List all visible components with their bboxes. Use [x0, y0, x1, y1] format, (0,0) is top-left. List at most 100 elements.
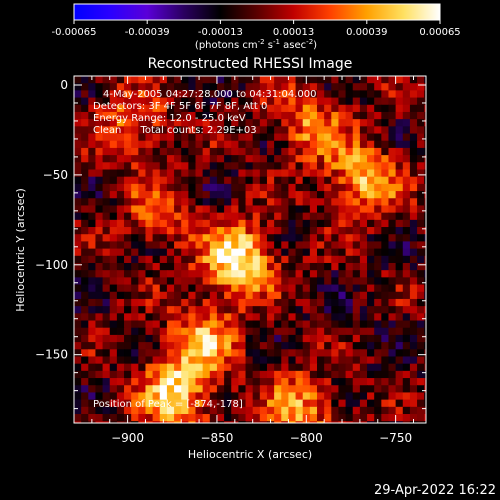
heatmap-cell	[317, 126, 325, 135]
heatmap-cell	[338, 428, 346, 436]
heatmap-cell	[209, 248, 218, 257]
heatmap-cell	[145, 277, 154, 286]
heatmap-cell	[259, 320, 268, 329]
heatmap-cell	[324, 205, 332, 214]
heatmap-cell	[188, 399, 197, 408]
heatmap-cell	[381, 385, 389, 393]
heatmap-cell	[124, 277, 132, 286]
heatmap-cell	[281, 428, 289, 436]
heatmap-cell	[288, 414, 297, 422]
heatmap-cell	[245, 270, 254, 278]
heatmap-cell	[266, 320, 275, 329]
heatmap-cell	[345, 284, 354, 293]
heatmap-cell	[245, 356, 254, 365]
heatmap-cell	[138, 421, 146, 423]
heatmap-cell	[281, 270, 289, 278]
heatmap-cell	[424, 76, 426, 84]
heatmap-cell	[81, 227, 89, 235]
heatmap-cell	[259, 133, 268, 142]
x-tick-label: −800	[290, 431, 323, 445]
heatmap-cell	[424, 370, 426, 379]
heatmap-cell	[302, 212, 311, 221]
heatmap-cell	[188, 320, 197, 329]
heatmap-cell	[324, 104, 332, 113]
heatmap-cell	[259, 378, 268, 386]
heatmap-cell	[145, 421, 154, 423]
heatmap-cell	[188, 363, 197, 372]
heatmap-cell	[102, 313, 111, 322]
heatmap-cell	[367, 320, 375, 329]
heatmap-cell	[166, 234, 175, 242]
heatmap-cell	[338, 155, 347, 163]
heatmap-cell	[202, 140, 211, 149]
heatmap-cell	[216, 227, 225, 235]
heatmap-cell	[88, 140, 96, 149]
heatmap-cell	[145, 399, 154, 408]
heatmap-cell	[145, 126, 154, 135]
heatmap-cell	[81, 219, 89, 228]
heatmap-cell	[309, 219, 318, 228]
heatmap-cell	[116, 291, 125, 300]
heatmap-cell	[409, 248, 418, 257]
heatmap-cell	[381, 291, 389, 300]
heatmap-cell	[317, 421, 325, 423]
heatmap-cell	[138, 191, 146, 199]
heatmap-cell	[195, 97, 204, 106]
heatmap-cell	[388, 198, 397, 206]
heatmap-cell	[388, 270, 397, 278]
heatmap-cell	[238, 205, 247, 214]
heatmap-cell	[352, 176, 361, 185]
heatmap-cell	[224, 284, 232, 293]
heatmap-cell	[109, 83, 118, 91]
heatmap-cell	[324, 428, 332, 436]
heatmap-cell	[95, 313, 104, 322]
heatmap-cell	[374, 183, 382, 192]
heatmap-cell	[431, 213, 439, 221]
heatmap-cell	[202, 227, 211, 235]
heatmap-cell	[131, 255, 139, 264]
heatmap-cell	[238, 147, 247, 156]
heatmap-cell	[159, 140, 168, 149]
heatmap-cell	[402, 270, 411, 278]
heatmap-cell	[281, 212, 289, 221]
heatmap-cell	[209, 313, 218, 322]
heatmap-cell	[266, 169, 275, 178]
heatmap-cell	[109, 406, 118, 415]
heatmap-cell	[159, 284, 168, 293]
heatmap-cell	[338, 327, 347, 336]
heatmap-cell	[216, 356, 225, 365]
heatmap-cell	[367, 334, 375, 343]
heatmap-cell	[409, 126, 418, 135]
heatmap-cell	[431, 385, 439, 393]
heatmap-cell	[252, 313, 261, 322]
heatmap-cell	[109, 155, 118, 163]
heatmap-cell	[174, 205, 182, 214]
heatmap-cell	[317, 277, 325, 286]
heatmap-cell	[88, 205, 96, 214]
heatmap-cell	[259, 306, 268, 314]
heatmap-cell	[388, 378, 397, 386]
heatmap-cell	[274, 262, 282, 271]
heatmap-cell	[231, 284, 239, 293]
heatmap-cell	[74, 248, 82, 257]
heatmap-cell	[395, 306, 404, 314]
heatmap-cell	[288, 219, 297, 228]
heatmap-cell	[331, 262, 339, 271]
heatmap-cell	[188, 234, 197, 242]
heatmap-cell	[216, 162, 225, 170]
heatmap-cell	[81, 111, 89, 120]
heatmap-cell	[181, 291, 189, 300]
heatmap-cell	[367, 126, 375, 135]
heatmap-cell	[102, 392, 111, 401]
heatmap-cell	[417, 162, 425, 170]
heatmap-cell	[317, 363, 325, 372]
heatmap-cell	[359, 421, 368, 423]
heatmap-cell	[395, 406, 404, 415]
heatmap-cell	[359, 219, 368, 228]
heatmap-cell	[145, 356, 154, 365]
heatmap-cell	[417, 406, 425, 415]
heatmap-cell	[259, 385, 268, 393]
heatmap-cell	[381, 198, 389, 206]
heatmap-cell	[74, 385, 82, 393]
heatmap-cell	[259, 406, 268, 415]
